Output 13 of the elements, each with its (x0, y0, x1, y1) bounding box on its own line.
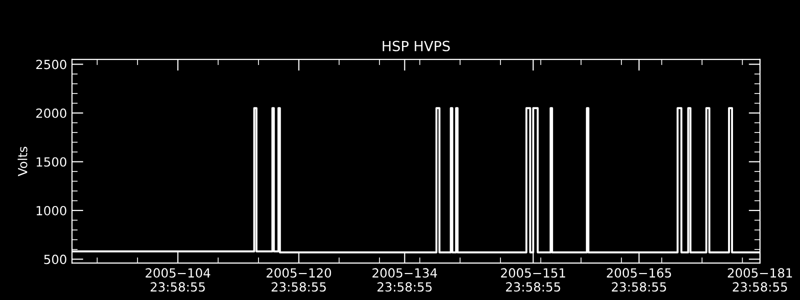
y-tick-label: 500 (44, 254, 66, 264)
x-tick-label: 2005−165 23:58:55 (606, 268, 672, 292)
y-tick-label: 1000 (36, 206, 66, 216)
y-tick-label: 1500 (36, 157, 66, 167)
y-tick-label: 2500 (36, 60, 66, 70)
x-tick-label: 2005−120 23:58:55 (266, 268, 332, 292)
y-tick-label: 2000 (36, 108, 66, 118)
x-tick-label: 2005−181 23:58:55 (728, 268, 792, 292)
x-tick-label: 2005−104 23:58:55 (146, 268, 210, 292)
x-tick-label: 2005−134 23:58:55 (372, 268, 438, 292)
chart-title: HSP HVPS (382, 40, 450, 52)
y-axis-title: Volts (18, 146, 28, 176)
x-tick-label: 2005−151 23:58:55 (501, 268, 566, 292)
